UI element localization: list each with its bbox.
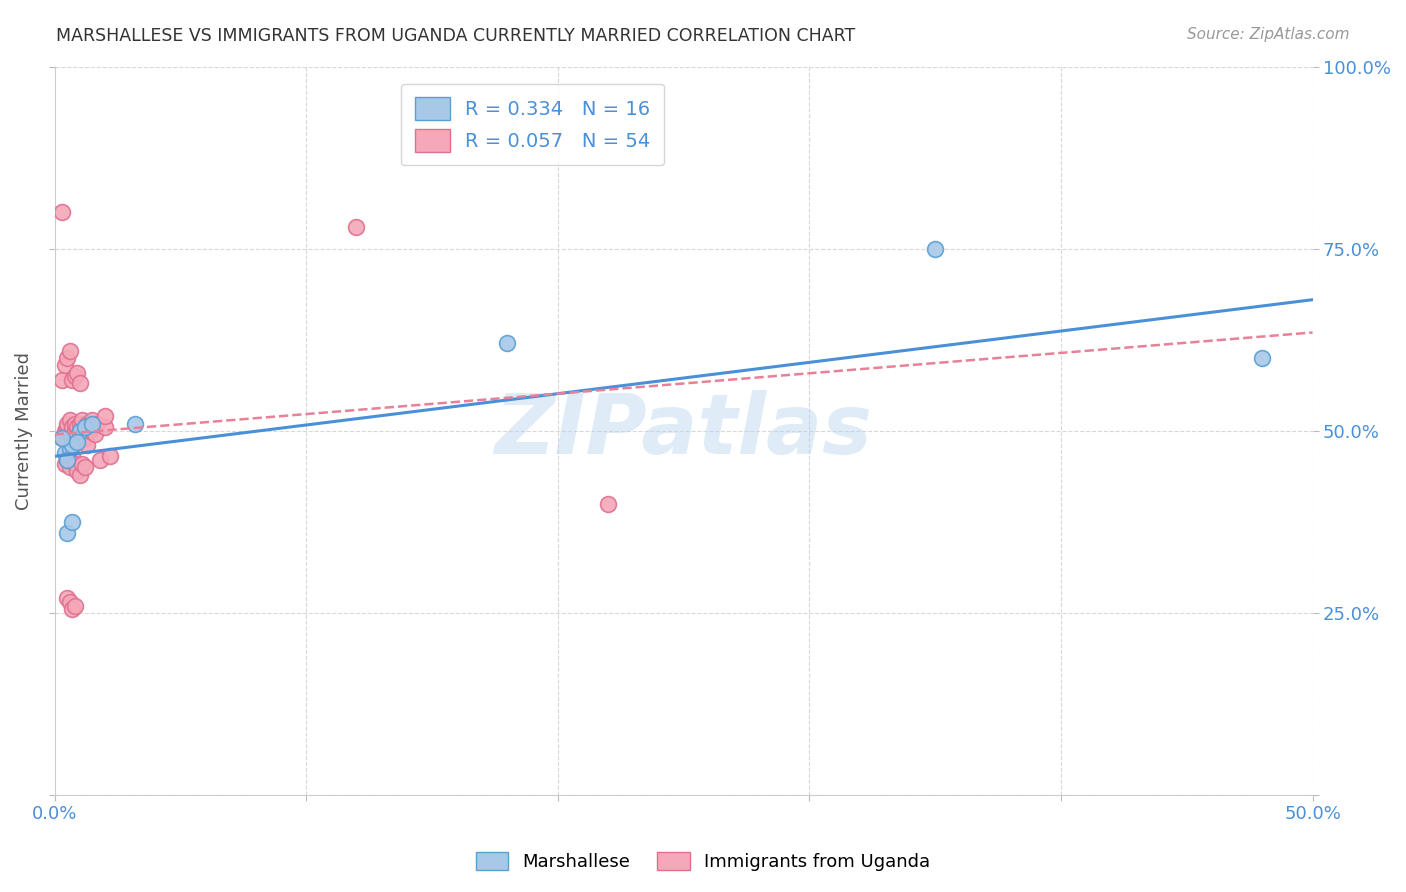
Point xyxy=(60,438,83,452)
Point xyxy=(98,450,121,464)
Point xyxy=(94,409,117,424)
Point xyxy=(56,525,79,540)
Point xyxy=(63,369,86,384)
Point xyxy=(59,595,82,609)
Point xyxy=(82,417,104,431)
Point xyxy=(66,464,89,478)
Text: MARSHALLESE VS IMMIGRANTS FROM UGANDA CURRENTLY MARRIED CORRELATION CHART: MARSHALLESE VS IMMIGRANTS FROM UGANDA CU… xyxy=(56,27,855,45)
Point xyxy=(70,420,93,434)
Point xyxy=(82,420,104,434)
Point xyxy=(73,424,96,438)
Point xyxy=(1251,351,1274,365)
Point xyxy=(63,424,86,438)
Point xyxy=(124,417,146,431)
Point xyxy=(53,424,76,438)
Text: ZIPatlas: ZIPatlas xyxy=(495,391,873,471)
Point xyxy=(73,431,96,445)
Point xyxy=(56,453,79,467)
Point xyxy=(83,427,105,442)
Point xyxy=(56,453,79,467)
Point xyxy=(70,457,93,471)
Point xyxy=(70,413,93,427)
Point xyxy=(66,427,89,442)
Point xyxy=(66,434,89,449)
Text: Source: ZipAtlas.com: Source: ZipAtlas.com xyxy=(1187,27,1350,42)
Point xyxy=(66,366,89,380)
Point xyxy=(51,431,73,445)
Point xyxy=(51,373,73,387)
Point xyxy=(73,420,96,434)
Point xyxy=(53,445,76,459)
Point xyxy=(94,420,117,434)
Point xyxy=(86,417,108,431)
Point xyxy=(69,424,91,438)
Point xyxy=(60,420,83,434)
Point xyxy=(59,343,82,358)
Point xyxy=(924,242,946,256)
Point xyxy=(59,442,82,456)
Point xyxy=(89,453,111,467)
Point xyxy=(496,336,519,351)
Point xyxy=(59,460,82,475)
Point xyxy=(51,205,73,219)
Point xyxy=(63,457,86,471)
Point xyxy=(69,376,91,391)
Point xyxy=(66,420,89,434)
Point xyxy=(60,450,83,464)
Point xyxy=(69,431,91,445)
Point xyxy=(63,599,86,613)
Point xyxy=(73,460,96,475)
Point xyxy=(63,431,86,445)
Point xyxy=(59,413,82,427)
Point xyxy=(82,413,104,427)
Legend: Marshallese, Immigrants from Uganda: Marshallese, Immigrants from Uganda xyxy=(468,845,938,879)
Point xyxy=(69,424,91,438)
Y-axis label: Currently Married: Currently Married xyxy=(15,351,32,510)
Point xyxy=(56,351,79,365)
Point xyxy=(346,219,368,234)
Point xyxy=(56,417,79,431)
Point xyxy=(69,417,91,431)
Point xyxy=(69,467,91,482)
Point xyxy=(76,417,98,431)
Point xyxy=(53,358,76,372)
Point xyxy=(60,515,83,529)
Point xyxy=(60,431,83,445)
Point xyxy=(60,602,83,616)
Point xyxy=(76,438,98,452)
Point xyxy=(60,373,83,387)
Point xyxy=(53,457,76,471)
Point xyxy=(51,431,73,445)
Point xyxy=(59,427,82,442)
Point xyxy=(63,417,86,431)
Legend: R = 0.334   N = 16, R = 0.057   N = 54: R = 0.334 N = 16, R = 0.057 N = 54 xyxy=(401,84,664,166)
Point xyxy=(56,420,79,434)
Point xyxy=(79,424,101,438)
Point xyxy=(596,497,619,511)
Point xyxy=(56,591,79,606)
